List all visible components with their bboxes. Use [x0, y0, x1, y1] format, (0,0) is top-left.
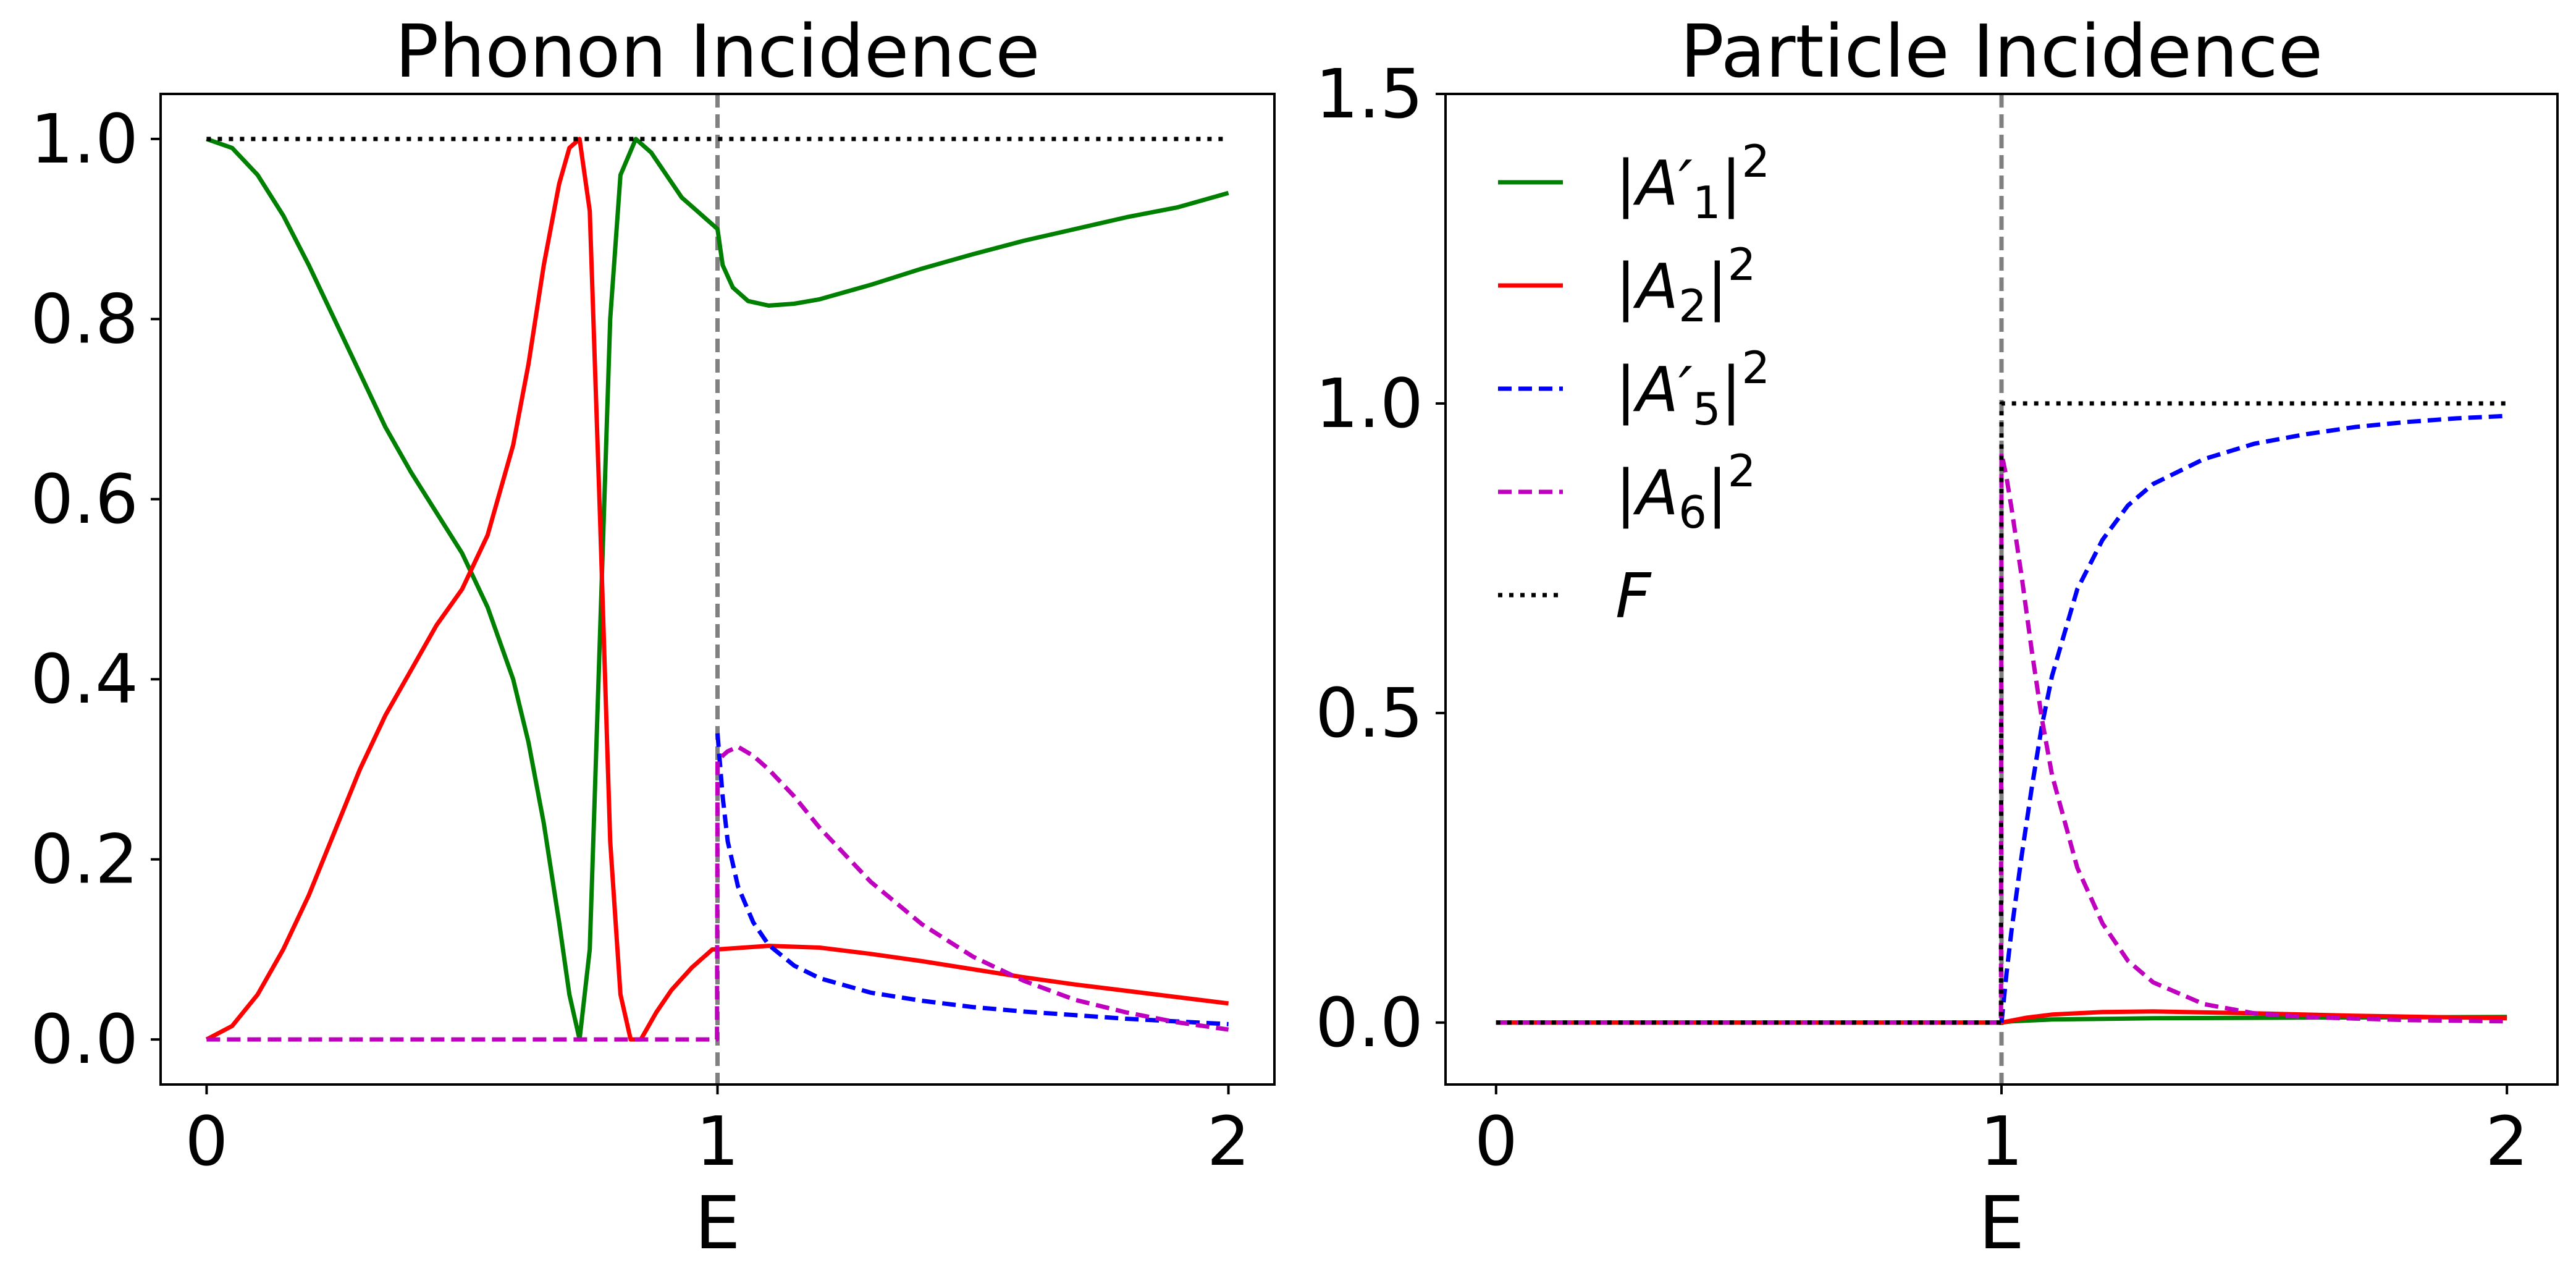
panel-1: Phonon Incidence E 0 1 2 0.0 0.2 0.4 0.6 0.8 1.0 [30, 9, 1276, 1266]
legend-label: |A6|2 [1615, 445, 1756, 538]
x-axis-label: E [694, 1180, 741, 1266]
chart-title: Phonon Incidence [395, 9, 1040, 94]
series-line [1496, 1009, 2507, 1025]
series-line [206, 745, 1229, 1042]
series-line [715, 733, 1229, 1026]
axes-frame [1444, 93, 2559, 1086]
y-tick-label: 0.2 [30, 820, 138, 899]
x-tick-label: 0 [1475, 1102, 1518, 1181]
y-tick-label: 1.0 [1315, 364, 1423, 443]
y-tick-label: 0.0 [1315, 983, 1423, 1062]
legend-label: |A2|2 [1615, 239, 1756, 332]
legend-label: |A′1|2 [1615, 135, 1770, 229]
x-tick-label: 1 [696, 1102, 739, 1181]
y-tick-label: 0.6 [30, 460, 138, 539]
y-tick-label: 0.5 [1315, 674, 1423, 753]
axes-frame [159, 93, 1276, 1086]
series-line [1999, 413, 2507, 1023]
chart-title: Particle Incidence [1680, 9, 2323, 94]
y-tick-label: 1.0 [30, 99, 138, 179]
x-axis-label: E [1979, 1180, 2025, 1266]
legend-label: F [1615, 560, 1652, 632]
y-tick-label: 0.0 [30, 1000, 138, 1079]
series-line [1496, 401, 2507, 1025]
series-line [1496, 450, 2507, 1025]
panel-2: Particle Incidence E 0 1 2 0.0 0.5 1.0 1.5 [1315, 9, 2559, 1266]
y-tick-label: 1.5 [1315, 54, 1423, 133]
y-tick-label: 0.4 [30, 640, 138, 719]
x-tick-label: 0 [185, 1102, 228, 1181]
legend-label: |A′5|2 [1615, 342, 1770, 435]
legend: |A′1|2 |A2|2 |A′5|2 |A6|2 F [1498, 135, 1770, 632]
series-line [206, 137, 1229, 1042]
x-tick-label: 2 [2485, 1102, 2528, 1181]
y-tick-label: 0.8 [30, 279, 138, 358]
series-line [205, 137, 1229, 1042]
x-tick-label: 2 [1207, 1102, 1250, 1181]
x-tick-label: 1 [1980, 1102, 2023, 1181]
